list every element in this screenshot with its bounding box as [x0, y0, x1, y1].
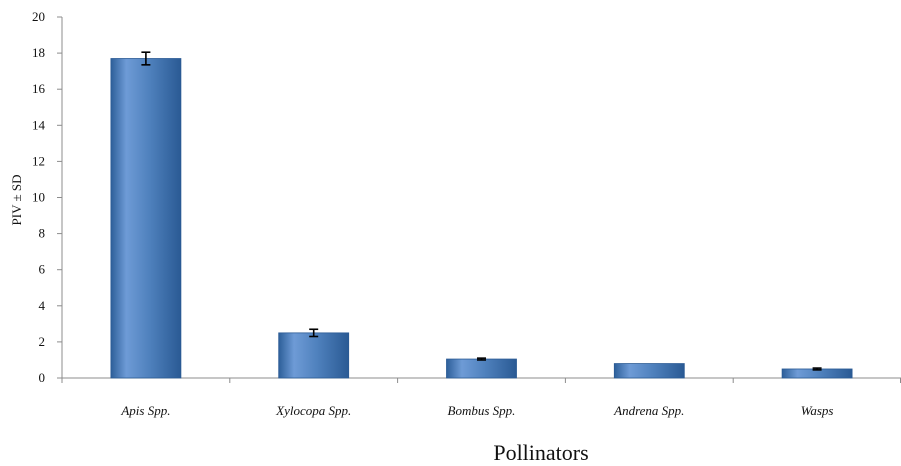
category-label: Andrena Spp.: [613, 403, 684, 418]
category-label: Xylocopa Spp.: [275, 403, 351, 418]
y-tick-label: 0: [39, 370, 46, 385]
category-label: Apis Spp.: [120, 403, 170, 418]
y-tick-label: 6: [39, 262, 46, 277]
y-tick-label: 16: [32, 81, 46, 96]
y-axis: [57, 16, 63, 379]
y-tick-labels: 0 2 4 6 8 10 12 14 16 18 20: [32, 9, 46, 385]
y-tick-label: 2: [39, 334, 46, 349]
y-tick-label: 8: [39, 226, 46, 241]
bar: [278, 332, 350, 379]
y-axis-label: PIV ± SD: [9, 175, 24, 226]
category-label: Bombus Spp.: [448, 403, 516, 418]
bar: [446, 358, 517, 379]
y-tick-label: 10: [32, 190, 45, 205]
error-bars-group: [141, 51, 822, 371]
category-labels: Apis Spp. Xylocopa Spp. Bombus Spp. Andrena…: [120, 403, 833, 418]
x-axis: [61, 377, 901, 383]
bar: [110, 58, 182, 379]
y-tick-label: 14: [32, 117, 46, 132]
bars-group: [110, 58, 853, 379]
category-label: Wasps: [801, 403, 834, 418]
y-tick-label: 18: [32, 45, 45, 60]
y-tick-label: 20: [32, 9, 45, 24]
x-axis-label: Pollinators: [493, 440, 588, 465]
bar: [613, 363, 685, 379]
y-tick-label: 12: [32, 153, 45, 168]
y-tick-label: 4: [39, 298, 46, 313]
